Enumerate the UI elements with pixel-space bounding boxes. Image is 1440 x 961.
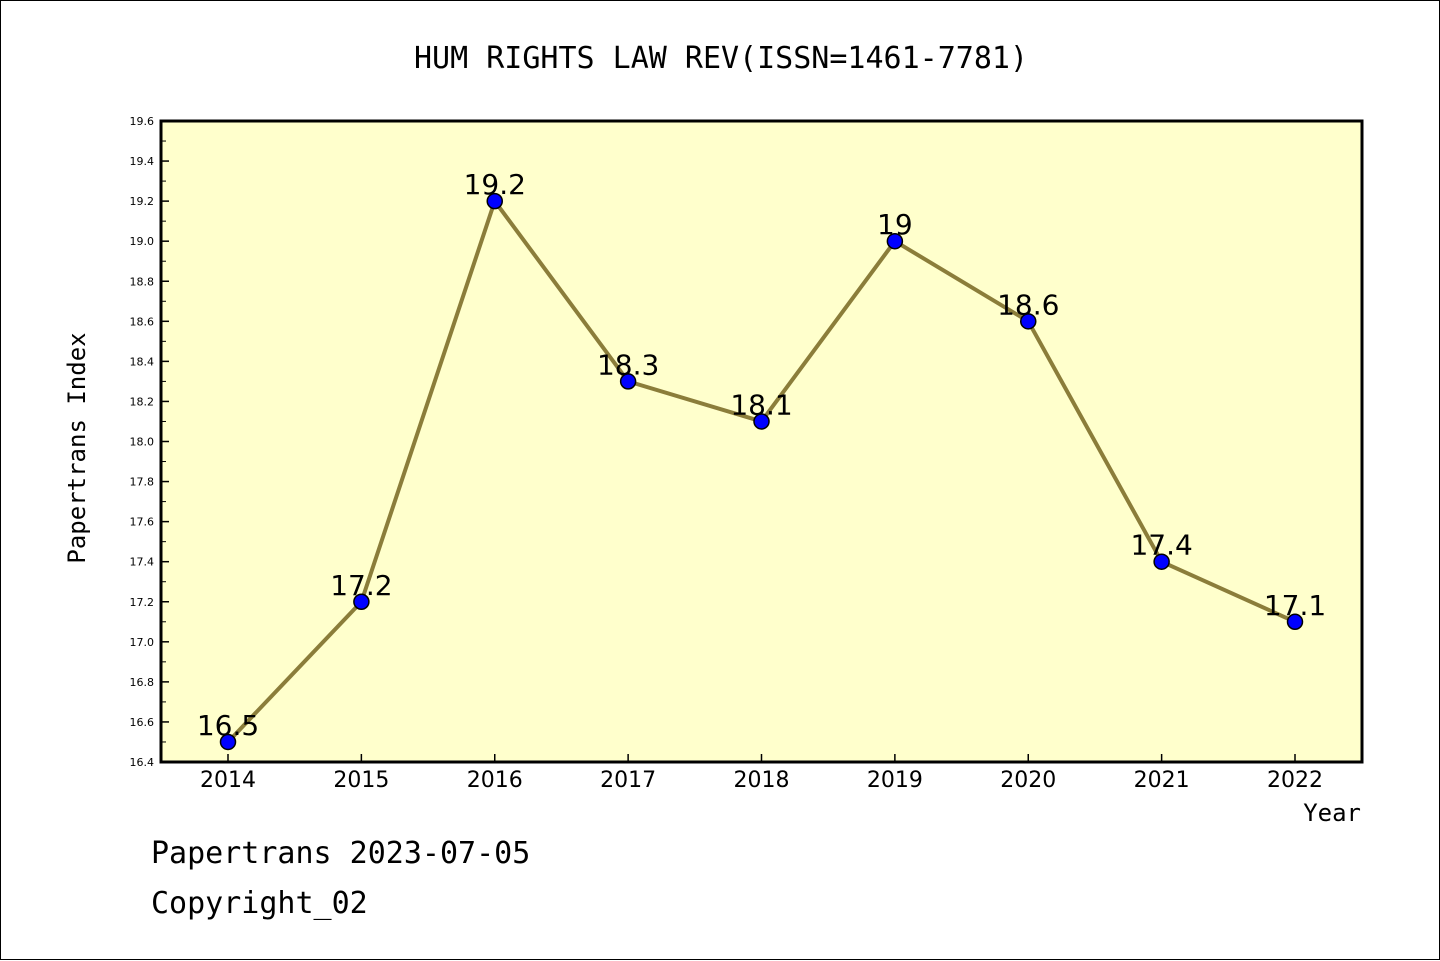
y-axis-label: Papertrans Index [63, 332, 91, 563]
data-point-2019 [886, 232, 904, 250]
x-tick-label: 2022 [1267, 768, 1323, 793]
x-axis-label: Year [1303, 799, 1361, 827]
y-tick-label: 18.8 [130, 275, 155, 288]
y-tick-label: 18.4 [130, 355, 155, 368]
plot-border [159, 119, 1364, 764]
y-tick-label: 19.2 [130, 195, 155, 208]
x-tick-label: 2019 [867, 768, 923, 793]
x-tick-label: 2017 [600, 768, 656, 793]
y-tick-label: 19.6 [130, 115, 155, 128]
y-tick-label: 19.4 [130, 155, 155, 168]
data-points [219, 192, 1304, 751]
y-tick-label: 18.6 [130, 315, 155, 328]
y-tick-label: 17.8 [130, 476, 155, 489]
y-tick-label: 19.0 [130, 235, 155, 248]
y-tick-label: 16.8 [130, 676, 155, 689]
data-point-2021 [1153, 553, 1170, 570]
data-labels: 16.5 17.2 19.2 18.3 18.1 19 18.6 17.4 17.1 [197, 168, 1326, 742]
plot-area [161, 121, 1362, 762]
y-tick-label: 16.6 [130, 716, 155, 729]
data-point-2014 [219, 733, 237, 751]
data-point-2016 [486, 192, 503, 210]
data-point-2020 [1020, 313, 1037, 330]
y-axis: 16.4 16.6 16.8 17.0 17.2 17.4 17.6 17.8 18.0 18.2… [130, 115, 169, 769]
data-label-2019: 19 [877, 208, 913, 241]
x-tick-label: 2014 [200, 768, 256, 793]
data-label-2018: 18.1 [730, 388, 792, 421]
y-tick-label: 17.6 [130, 516, 155, 529]
y-tick-label: 16.4 [130, 756, 155, 769]
data-label-2016: 19.2 [464, 168, 526, 201]
data-point-2017 [619, 373, 637, 390]
data-label-2021: 17.4 [1130, 529, 1192, 562]
x-tick-label: 2020 [1000, 768, 1056, 793]
data-label-2022: 17.1 [1264, 589, 1326, 622]
x-tick-label: 2021 [1134, 768, 1190, 793]
y-tick-label: 17.0 [130, 636, 155, 649]
x-tick-label: 2016 [467, 768, 523, 793]
data-label-2014: 16.5 [197, 709, 259, 742]
y-tick-label: 18.0 [130, 436, 155, 449]
footer-copyright: Copyright_02 [151, 886, 368, 921]
y-tick-label: 17.4 [130, 556, 155, 569]
data-point-2018 [753, 413, 770, 430]
x-tick-label: 2018 [734, 768, 790, 793]
data-label-2017: 18.3 [597, 348, 659, 381]
chart-title: HUM RIGHTS LAW REV(ISSN=1461-7781) [414, 41, 1028, 76]
footer-date: Papertrans 2023-07-05 [151, 836, 531, 871]
data-point-2022 [1286, 613, 1304, 631]
x-axis: 2014 2015 2016 2017 2018 2019 2020 2021 2022 [200, 754, 1323, 793]
y-tick-label: 17.2 [130, 596, 155, 609]
y-tick-label: 18.2 [130, 395, 155, 408]
x-tick-label: 2015 [333, 768, 389, 793]
data-label-2020: 18.6 [997, 288, 1059, 321]
data-point-2015 [353, 593, 370, 610]
data-label-2015: 17.2 [330, 569, 392, 602]
